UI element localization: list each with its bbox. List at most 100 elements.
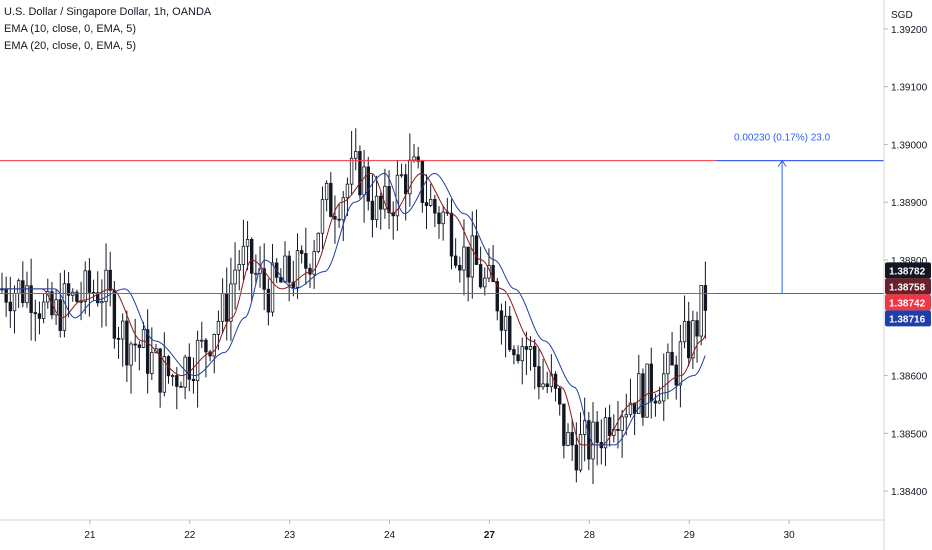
candle-body	[420, 160, 425, 203]
candle-body	[603, 417, 608, 449]
candle-body	[695, 320, 699, 337]
candle-body	[179, 385, 183, 388]
candle-body	[295, 250, 300, 288]
time-tick-label: 27	[484, 530, 496, 541]
candle-body	[133, 343, 137, 346]
candle-body	[141, 329, 146, 348]
candle-body	[528, 345, 533, 350]
candle-body	[699, 285, 703, 337]
price-axis[interactable]: SGD 1.392001.391001.390001.389001.388001…	[883, 0, 928, 550]
candle-body	[562, 403, 566, 446]
candle-body	[682, 320, 687, 343]
candle-body	[370, 200, 375, 221]
candle-body	[495, 281, 499, 312]
candle-body	[558, 387, 562, 405]
candle-body	[120, 320, 125, 340]
candle-body	[383, 185, 387, 210]
measure-arrow-head-icon	[777, 159, 787, 167]
candle-body	[4, 288, 8, 303]
price-tick-label: 1.38400	[891, 487, 928, 498]
candle-body	[112, 289, 117, 339]
candle-body	[641, 373, 645, 418]
chart-title: U.S. Dollar / Singapore Dollar, 1h, OAND…	[4, 6, 212, 18]
candle-body	[79, 300, 83, 303]
candle-body	[287, 255, 291, 283]
candle-body	[441, 211, 445, 225]
candle-body	[395, 174, 400, 217]
candle-body	[649, 363, 653, 402]
candle-body	[175, 375, 179, 387]
candle-body	[533, 345, 537, 367]
candle-body	[703, 285, 708, 311]
candle-body	[666, 351, 670, 375]
candle-body	[474, 235, 479, 265]
candle-body	[200, 339, 204, 342]
candle-body	[58, 299, 62, 331]
candle-body	[225, 293, 229, 322]
candle-body	[541, 383, 545, 388]
candle-body	[237, 264, 241, 271]
candle-body	[483, 277, 487, 288]
candle-body	[262, 268, 266, 290]
candle-body	[366, 166, 370, 202]
candle-body	[428, 198, 433, 206]
candle-body	[291, 281, 296, 288]
candle-body	[645, 363, 649, 418]
candle-body	[491, 265, 495, 282]
candle-body	[374, 195, 379, 221]
time-tick-label: 23	[284, 530, 296, 541]
candle-body	[8, 301, 13, 312]
candle-body	[399, 174, 404, 177]
candle-body	[245, 239, 250, 247]
candle-body	[266, 288, 271, 313]
candle-body	[12, 293, 17, 312]
candle-body	[628, 402, 633, 416]
candle-body	[637, 373, 641, 414]
candle-body	[674, 364, 678, 386]
candle-body	[37, 313, 42, 319]
chart-legend: U.S. Dollar / Singapore Dollar, 1h, OAND…	[4, 4, 211, 55]
candle-body	[449, 212, 454, 257]
measurement-tool[interactable]: 0.00230 (0.17%) 23.0	[716, 133, 884, 295]
time-axis[interactable]: 21 22 23 24 27 28 29 30	[0, 519, 884, 541]
price-tick-label: 1.38600	[891, 372, 928, 383]
candle-body	[391, 212, 395, 217]
candle-body	[416, 156, 420, 162]
candles-layer	[0, 128, 708, 485]
candle-body	[100, 301, 104, 304]
candle-body	[183, 356, 187, 388]
candle-body	[687, 320, 691, 359]
candle-body	[341, 197, 345, 221]
candle-body	[566, 432, 570, 446]
candle-body	[96, 292, 100, 304]
candle-body	[299, 250, 304, 254]
svg-text:1.38716: 1.38716	[889, 314, 926, 325]
candle-body	[329, 182, 333, 217]
price-tick-label: 1.39100	[891, 83, 928, 94]
candle-body	[433, 198, 437, 214]
candle-body	[191, 378, 196, 382]
candle-body	[21, 280, 25, 304]
time-tick-label: 29	[684, 530, 696, 541]
candle-body	[316, 232, 321, 252]
price-tick-label: 1.38800	[891, 256, 928, 267]
candle-body	[508, 315, 512, 350]
ema20-line	[0, 172, 706, 446]
candle-body	[170, 375, 175, 377]
candle-body	[354, 151, 358, 159]
candle-body	[437, 212, 441, 225]
candle-body	[195, 339, 200, 382]
candle-body	[470, 235, 474, 278]
candle-body	[75, 291, 79, 302]
ema20-legend-label: EMA (20, close, 0, EMA, 5)	[4, 40, 137, 52]
candle-body	[499, 310, 504, 331]
candle-body	[349, 157, 354, 185]
candle-body	[250, 239, 254, 274]
time-tick-label: 28	[584, 530, 596, 541]
candle-body	[574, 444, 579, 471]
price-tick-label: 1.39200	[891, 25, 928, 36]
candle-body	[616, 428, 620, 431]
candle-body	[691, 320, 695, 359]
candle-body	[412, 156, 416, 161]
